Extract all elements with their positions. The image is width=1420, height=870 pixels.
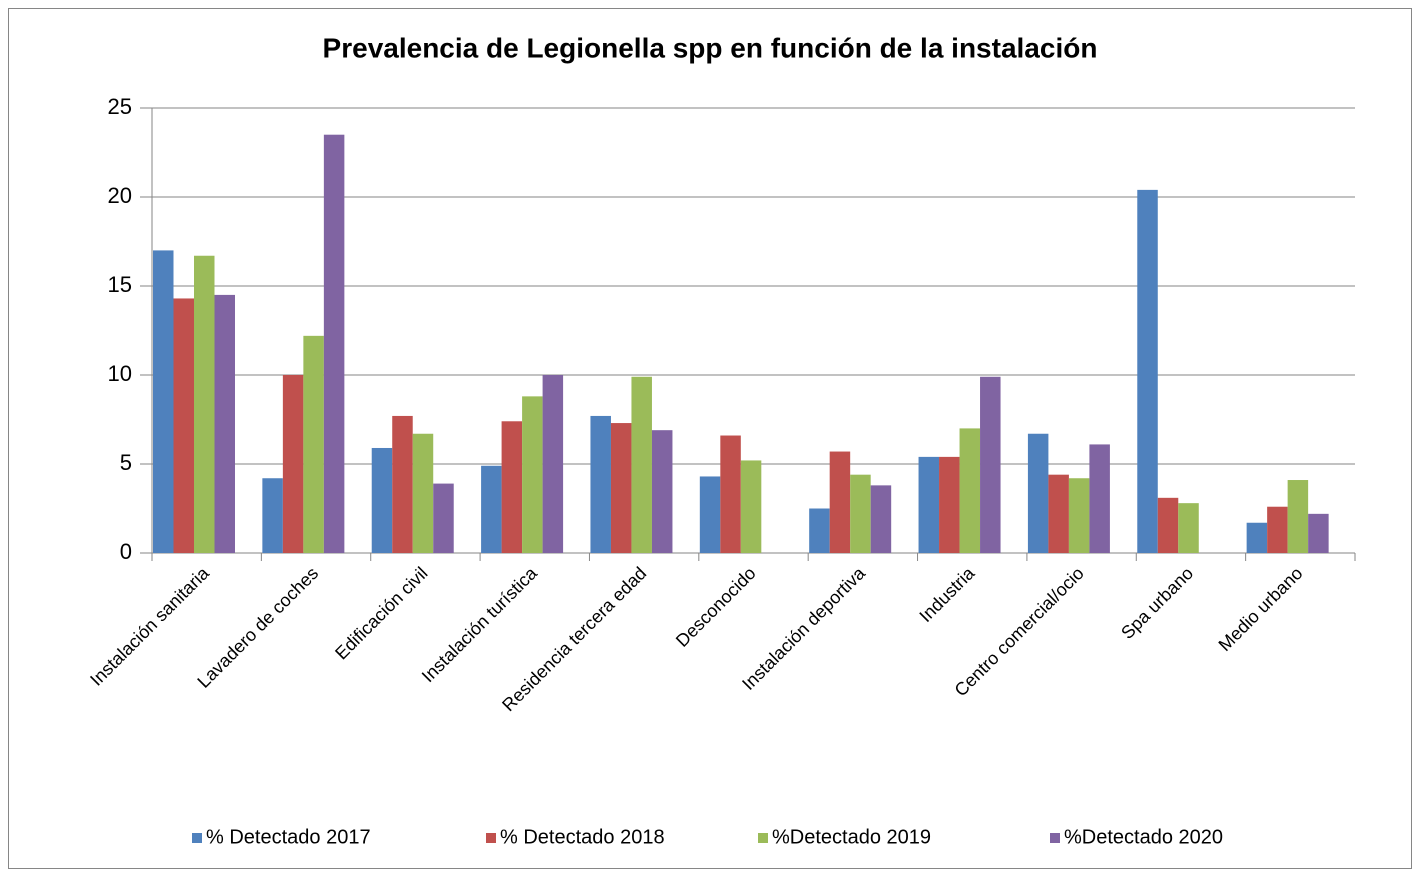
legend-label: % Detectado 2017 [206,826,371,848]
bar [481,465,502,553]
bar [651,430,673,553]
chart-title: Prevalencia de Legionella spp en función… [323,32,1098,63]
bar [282,375,304,553]
bar [1027,433,1049,553]
legend-swatch [1050,833,1060,843]
bar [699,476,721,553]
bar [522,396,543,553]
y-tick-label: 15 [108,272,132,297]
bar [980,376,1001,553]
bar [590,415,611,553]
bar [918,456,940,553]
bar [303,335,324,553]
y-tick-label: 25 [108,94,132,119]
bar [1178,503,1199,553]
bar [1048,474,1069,553]
bar [392,415,413,553]
bar [1157,497,1179,553]
bar [371,447,393,553]
legend-label: %Detectado 2019 [772,826,931,848]
bar [214,294,235,553]
bar [850,474,871,553]
bar [1267,506,1288,553]
legend-label: % Detectado 2018 [500,826,665,848]
bar [412,433,434,553]
bar [1137,189,1158,553]
bar [1246,522,1268,553]
bar [829,451,851,553]
bar [1089,444,1110,553]
bar [809,508,830,553]
bar [542,375,564,553]
bar [194,255,215,554]
bar [173,298,194,553]
bar [323,134,345,553]
y-tick-label: 20 [108,183,132,208]
bar [262,478,283,553]
bar [153,250,174,553]
chart-border [8,8,1412,869]
y-tick-label: 5 [120,450,132,475]
legend-swatch [758,833,768,843]
y-tick-label: 10 [108,361,132,386]
y-tick-label: 0 [120,539,132,564]
legend-swatch [486,833,496,843]
bar [1308,513,1329,553]
legend-swatch [192,833,202,843]
bar [959,428,981,553]
bar [740,460,762,553]
bar [1287,480,1309,553]
legend-label: %Detectado 2020 [1064,826,1223,848]
bar [720,435,741,553]
bar [870,485,892,553]
bar [631,376,652,553]
bar [1068,478,1090,553]
bar [610,423,632,553]
bar [939,456,960,553]
bar [433,483,454,553]
bar [501,421,523,553]
